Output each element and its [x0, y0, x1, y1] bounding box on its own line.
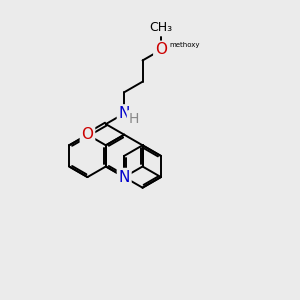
- Text: O: O: [155, 42, 167, 57]
- Text: methoxy: methoxy: [169, 43, 200, 49]
- Text: H: H: [128, 112, 139, 126]
- Text: N: N: [118, 169, 130, 184]
- Text: O: O: [82, 127, 94, 142]
- Text: N: N: [118, 106, 130, 121]
- Text: CH₃: CH₃: [149, 21, 172, 34]
